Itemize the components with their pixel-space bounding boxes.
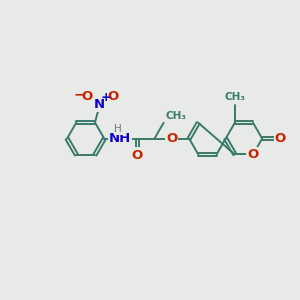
- Text: +: +: [100, 91, 111, 103]
- Text: CH₃: CH₃: [224, 92, 245, 102]
- Text: H: H: [114, 124, 122, 134]
- Text: O: O: [166, 132, 177, 145]
- Text: O: O: [248, 148, 259, 161]
- Text: NH: NH: [109, 132, 131, 145]
- Text: O: O: [107, 90, 119, 103]
- Text: O: O: [81, 90, 92, 103]
- Text: O: O: [131, 148, 143, 161]
- Text: O: O: [275, 132, 286, 145]
- Text: −: −: [73, 87, 85, 101]
- Text: CH₃: CH₃: [166, 111, 187, 121]
- Text: N: N: [94, 98, 105, 111]
